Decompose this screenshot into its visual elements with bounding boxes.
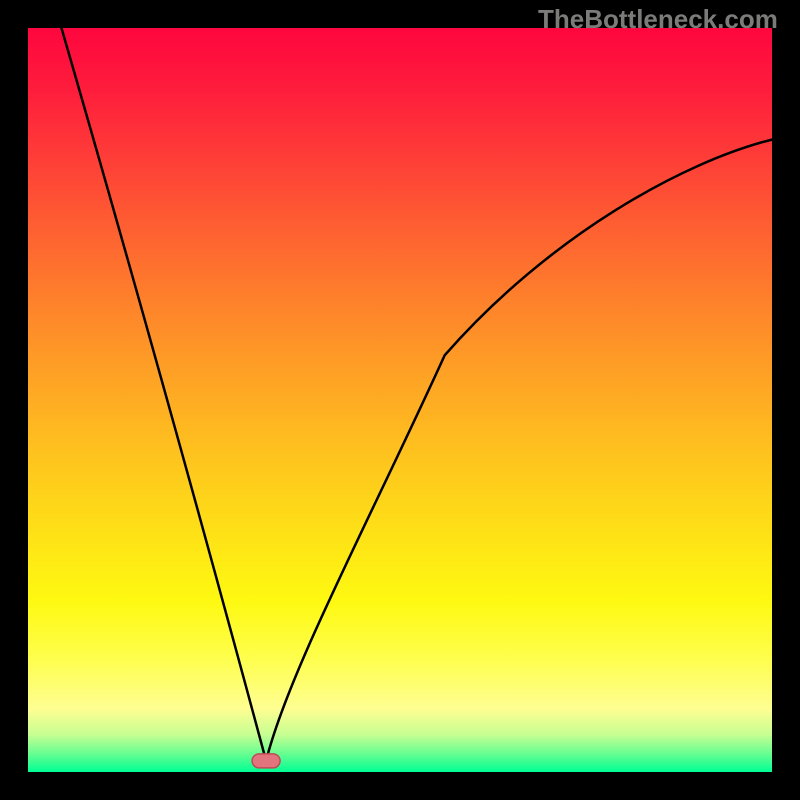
watermark-text: TheBottleneck.com [538,4,778,35]
minimum-marker [252,754,280,768]
plot-background [28,28,772,772]
canvas: TheBottleneck.com [0,0,800,800]
bottleneck-chart [0,0,800,800]
